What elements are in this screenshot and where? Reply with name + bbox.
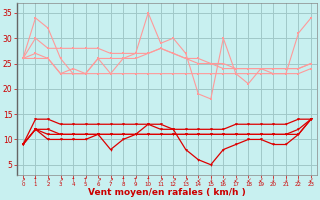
X-axis label: Vent moyen/en rafales ( km/h ): Vent moyen/en rafales ( km/h )	[88, 188, 246, 197]
